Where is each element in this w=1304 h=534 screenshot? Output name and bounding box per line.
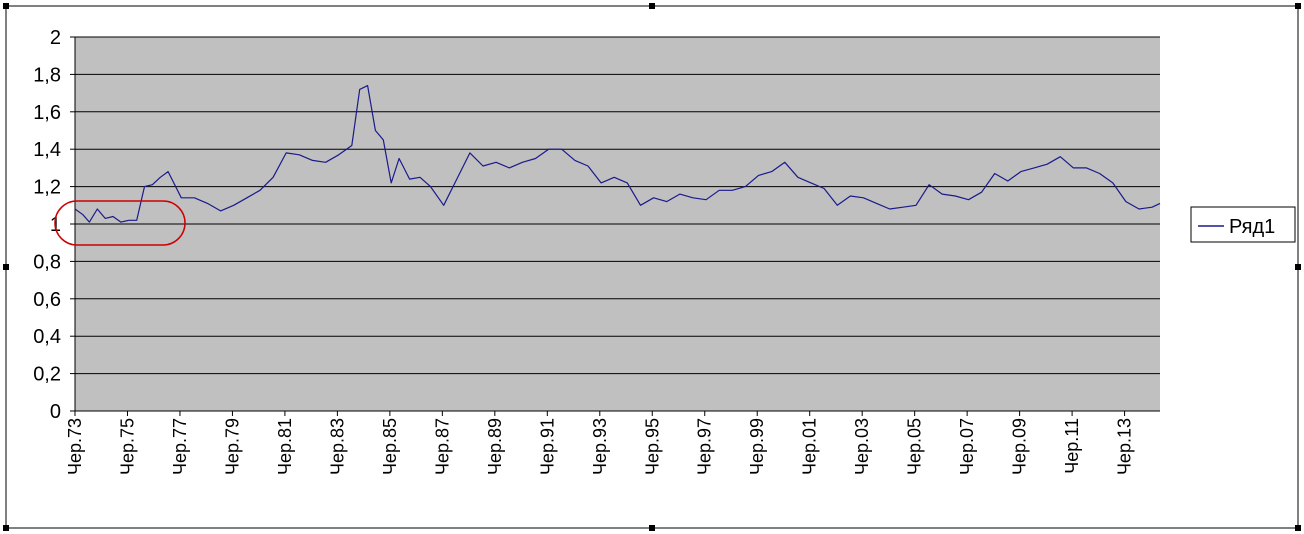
x-tick-label: Чер.91 [537,418,557,475]
selection-handle-bottom-right[interactable] [1295,525,1301,531]
x-tick-label: Чер.85 [380,418,400,475]
x-tick-label: Чер.13 [1115,418,1135,475]
x-tick-label: Чер.73 [65,418,85,475]
highlight-ellipse [54,200,186,246]
x-axis-ticks: Чер.73 Чер.75 Чер.77 Чер.79 Чер.81 Чер.83 Чер.… [65,411,1135,475]
x-tick-label: Чер.75 [117,418,137,475]
selection-handle-bottom-center[interactable] [649,525,655,531]
x-tick-label: Чер.11 [1062,418,1082,474]
x-tick-label: Чер.01 [800,418,820,475]
legend: Ряд1 [1190,206,1296,243]
series-line [74,84,1161,223]
y-tick-label: 0,4 [33,326,61,348]
y-tick-label: 1,6 [33,102,61,124]
selection-handle-top-center[interactable] [649,3,655,9]
x-tick-label: Чер.03 [852,418,872,475]
y-tick-label: 0,2 [33,364,61,386]
x-tick-label: Чер.93 [590,418,610,475]
y-tick-label: 1,8 [33,64,61,86]
x-tick-label: Чер.05 [905,418,925,475]
x-tick-label: Чер.99 [747,418,767,475]
selection-handle-middle-left[interactable] [3,264,9,270]
selection-handle-middle-right[interactable] [1295,264,1301,270]
y-tick-label: 1,2 [33,177,61,199]
x-tick-label: Чер.83 [327,418,347,475]
series-group [74,84,1161,223]
y-tick-label: 2 [50,27,61,49]
grid-lines [75,36,1160,375]
x-tick-label: Чер.95 [642,418,662,475]
selection-handle-top-right[interactable] [1295,3,1301,9]
x-tick-label: Чер.87 [432,418,452,475]
x-tick-label: Чер.89 [485,418,505,475]
x-tick-label: Чер.81 [275,418,295,475]
y-tick-label: 1,4 [33,139,61,161]
legend-box [1190,206,1296,243]
y-tick-label: 0,8 [33,251,61,273]
legend-entry-label: Ряд1 [1229,216,1275,238]
selection-handle-bottom-left[interactable] [3,525,9,531]
x-tick-label: Чер.97 [695,418,715,475]
x-tick-label: Чер.77 [170,418,190,475]
selection-handle-top-left[interactable] [3,3,9,9]
y-tick-label: 0,6 [33,289,61,311]
y-tick-label: 0 [50,401,61,423]
x-tick-label: Чер.79 [222,418,242,475]
x-tick-label: Чер.07 [957,418,977,475]
x-tick-label: Чер.09 [1010,418,1030,475]
